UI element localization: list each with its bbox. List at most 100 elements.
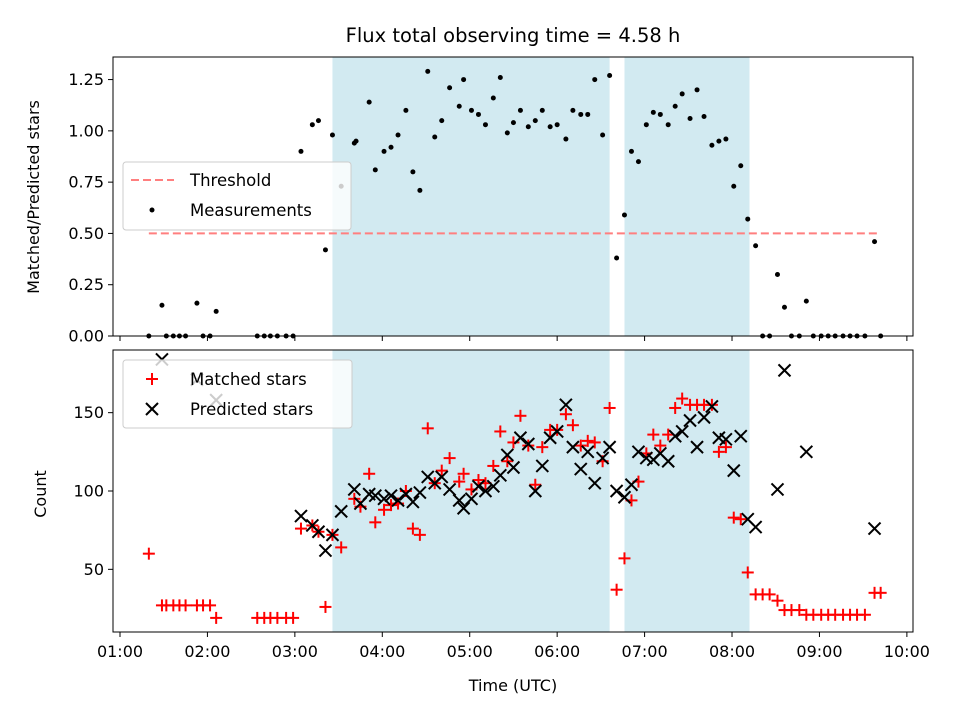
matched-stars-point: [654, 439, 667, 452]
predicted-stars-point: [478, 484, 493, 498]
matched-stars-point: [501, 455, 514, 468]
measurement-point: [447, 85, 453, 91]
measurement-point: [672, 103, 678, 109]
bottom-panel: 50 100 150 01:00 02:00 03:00 04:00 05:00 06:00 0…: [31, 349, 930, 695]
measurement-point: [774, 271, 780, 277]
measurement-point: [315, 118, 321, 124]
measurement-point: [679, 91, 685, 97]
matched-stars-point: [487, 459, 500, 472]
predicted-stars-point: [867, 521, 882, 536]
legend-measurements-marker: [149, 207, 155, 213]
measurement-point: [578, 111, 584, 117]
measurement-point: [600, 132, 606, 138]
measurement-point: [731, 183, 737, 189]
matched-stars-point: [406, 522, 419, 535]
predicted-stars-point: [661, 454, 675, 468]
matched-stars-point: [319, 600, 332, 613]
measurement-point: [461, 77, 467, 83]
measurement-point: [468, 107, 474, 113]
predicted-stars-point: [581, 445, 595, 459]
predicted-stars-point: [675, 424, 689, 439]
matched-stars-point: [559, 408, 572, 421]
chart-title: Flux total observing time = 4.58 h: [346, 24, 681, 47]
matched-stars-point: [574, 439, 587, 452]
measurement-point: [439, 118, 445, 124]
predicted-stars-point: [435, 470, 449, 484]
predicted-stars-point: [384, 488, 398, 503]
predicted-stars-point: [617, 490, 632, 504]
matched-stars-point: [610, 583, 623, 596]
matched-stars-point: [287, 611, 300, 624]
predicted-stars-point: [334, 504, 348, 519]
matched-stars-point: [581, 434, 594, 447]
matched-stars-point: [536, 441, 549, 454]
matched-stars-point: [443, 452, 456, 465]
measurement-point: [456, 103, 462, 109]
matched-stars-point: [712, 445, 725, 458]
top-panel: 0.00 0.25 0.50 0.75 1.00 1.25 Matched/Predict…: [24, 56, 914, 346]
measurement-point: [497, 75, 503, 81]
y-tick-label: 50: [84, 560, 104, 579]
predicted-stars-point: [318, 543, 333, 558]
predicted-stars-point: [624, 478, 639, 492]
predicted-stars-point: [456, 501, 471, 515]
measurement-point: [563, 136, 569, 142]
bottom-panel-ylabel: Count: [31, 470, 50, 518]
measurement-point: [366, 99, 372, 105]
measurement-point: [517, 107, 523, 113]
predicted-stars-point: [442, 482, 457, 497]
predicted-stars-point: [697, 410, 711, 425]
y-tick-label: 150: [73, 403, 104, 422]
matched-stars-point: [472, 474, 485, 487]
measurement-point: [694, 87, 700, 93]
measurement-point: [482, 122, 488, 128]
matched-stars-point: [588, 436, 601, 449]
matched-stars-point: [603, 401, 616, 414]
x-tick-label: 08:00: [709, 642, 755, 661]
predicted-stars-point: [727, 463, 741, 478]
matched-stars-point: [210, 611, 223, 624]
measurement-point: [322, 247, 328, 253]
measurement-point: [159, 302, 165, 308]
matched-stars-point: [494, 425, 507, 438]
matched-stars-point: [566, 419, 579, 432]
measurement-point: [475, 111, 481, 117]
predicted-stars-point: [574, 462, 588, 476]
matched-stars-point: [793, 604, 806, 617]
matched-stars-point: [529, 478, 542, 491]
matched-stars-point: [727, 511, 740, 524]
matched-stars-point: [763, 588, 776, 601]
predicted-stars-point: [471, 479, 486, 494]
measurement-point: [403, 107, 409, 113]
measurement-point: [388, 144, 394, 150]
matched-stars-point: [413, 528, 426, 541]
measurement-point: [665, 122, 671, 128]
measurement-point: [213, 308, 219, 314]
predicted-stars-point: [493, 468, 508, 483]
measurement-point: [635, 159, 641, 165]
measurement-point: [585, 111, 591, 117]
predicted-stars-point: [391, 493, 405, 508]
legend-matched-marker: [146, 373, 158, 385]
predicted-stars-point: [325, 528, 340, 542]
legend-threshold-label: Threshold: [189, 171, 271, 190]
matched-stars-point: [669, 401, 682, 414]
measurement-point: [410, 169, 416, 175]
measurement-point: [298, 148, 304, 154]
predicted-stars-point: [413, 485, 427, 500]
y-tick-label: 1.25: [68, 70, 104, 89]
matched-stars-point: [378, 503, 391, 516]
matched-stars-point: [522, 439, 535, 452]
measurement-point: [425, 68, 431, 74]
predicted-stars-point: [690, 440, 704, 454]
matched-stars-point: [507, 436, 520, 449]
matched-stars-point: [551, 423, 564, 436]
predicted-stars-point: [406, 495, 420, 509]
predicted-stars-point: [566, 440, 580, 454]
matched-stars-point: [457, 467, 470, 480]
y-tick-label: 1.00: [68, 121, 104, 140]
predicted-stars-point: [506, 460, 521, 475]
measurement-point: [738, 163, 744, 169]
legend-measurements-label: Measurements: [190, 201, 312, 220]
